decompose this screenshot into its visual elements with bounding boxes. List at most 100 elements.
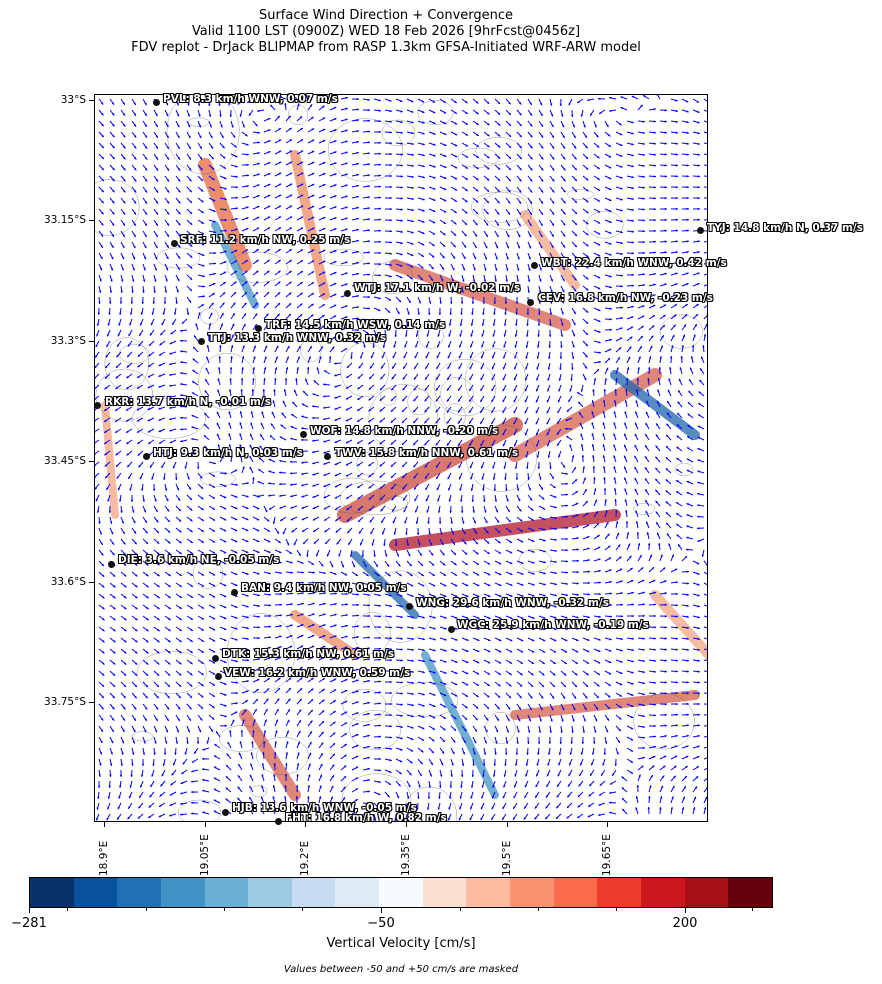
colorbar-segment [248,878,292,907]
station-label-cev[interactable]: CEV: 16.8 km/h NW, -0.23 m/s [538,292,713,304]
colorbar-segment [73,878,118,907]
y-tick [89,100,94,101]
station-label-vew[interactable]: VEW: 16.2 km/h WNW, 0.59 m/s [224,667,411,679]
colorbar-tick [29,908,30,913]
colorbar-segment [291,878,336,907]
wind-vector-field [95,95,707,821]
x-tick [305,822,306,827]
station-label-wbt[interactable]: WBT: 22.4 km/h WNW, 0.42 m/s [541,257,727,269]
title-line-2: Valid 1100 LST (0900Z) WED 18 Feb 2026 [… [191,24,581,39]
x-label-19-65e: 19.65°E [601,834,613,876]
colorbar-segment [640,878,685,907]
colorbar-minor-tick [752,908,753,911]
station-label-fht[interactable]: FHT: 16.8 km/h W, 0.82 m/s [285,812,447,824]
station-dot[interactable] [231,589,238,596]
colorbar-segment [466,878,511,907]
title-line-1: Surface Wind Direction + Convergence [258,8,514,23]
station-dot[interactable] [198,338,205,345]
y-label-33-15s: 33.15°S [44,214,86,226]
station-label-wgc[interactable]: WGC: 25.9 km/h WNW, -0.19 m/s [457,619,649,631]
station-label-pvl[interactable]: PVL: 8.3 km/h WNW, 0.07 m/s [163,93,338,105]
colorbar-segment [684,878,729,907]
colorbar [29,877,773,908]
colorbar-segment [510,878,554,907]
colorbar-title: Vertical Velocity [cm/s] [326,936,476,951]
x-tick [607,822,608,827]
x-tick [406,822,407,827]
colorbar-minor-tick [302,908,303,911]
station-label-ban[interactable]: BAN: 9.4 km/h NW, 0.05 m/s [241,582,407,594]
station-dot[interactable] [215,673,222,680]
y-label-33-75s: 33.75°S [44,696,86,708]
colorbar-minor-tick [146,908,147,911]
x-label-19-35e: 19.35°E [400,834,412,876]
colorbar-segment [160,878,205,907]
station-label-trf[interactable]: TRF: 14.5 km/h WSW, 0.14 m/s [265,319,446,331]
x-tick [104,822,105,827]
colorbar-minor-tick [67,908,68,911]
station-label-hjb[interactable]: HJB: 13.6 km/h WNW, -0.05 m/s [232,802,417,814]
station-dot[interactable] [275,818,282,825]
mask-note: Values between -50 and +50 cm/s are mask… [283,964,519,975]
station-dot[interactable] [324,453,331,460]
station-label-tyj[interactable]: TYJ: 14.8 km/h N, 0.37 m/s [707,222,863,234]
station-dot[interactable] [527,299,534,306]
colorbar-max-label: 200 [672,916,698,931]
y-tick [89,582,94,583]
station-label-wof[interactable]: WOF: 14.8 km/h NNW, -0.20 m/s [310,425,499,437]
station-label-htj[interactable]: HTJ: 9.3 km/h N, 0.03 m/s [153,447,303,459]
y-label-33-45s: 33.45°S [44,455,86,467]
colorbar-minor-tick [224,908,225,911]
station-dot[interactable] [143,453,150,460]
station-label-rkr[interactable]: RKR: 13.7 km/h N, -0.01 m/s [105,396,271,408]
y-tick [89,220,94,221]
station-dot[interactable] [171,240,178,247]
station-dot[interactable] [108,561,115,568]
station-dot[interactable] [94,402,101,409]
colorbar-minor-tick [538,908,539,911]
station-dot[interactable] [153,99,160,106]
x-label-19-05e: 19.05°E [199,834,211,876]
station-label-twv[interactable]: TWV: 15.8 km/h NNW, 0.61 m/s [335,447,519,459]
station-dot[interactable] [697,227,704,234]
station-dot[interactable] [212,655,219,662]
station-dot[interactable] [406,603,413,610]
x-label-19-5e: 19.5°E [501,840,513,876]
colorbar-segment [379,878,423,907]
station-label-srf[interactable]: SRF: 11.2 km/h NW, 0.25 m/s [180,234,351,246]
x-label-18-9e: 18.9°E [98,840,110,876]
wind-map[interactable] [94,94,708,822]
station-dot[interactable] [222,809,229,816]
colorbar-mid-label: −50 [367,916,395,931]
y-label-33s: 33°S [60,94,86,106]
station-dot[interactable] [344,290,351,297]
y-label-33-6s: 33.6°S [50,576,86,588]
colorbar-tick [381,908,382,913]
colorbar-segment [728,878,772,907]
y-tick [89,702,94,703]
colorbar-minor-tick [460,908,461,911]
colorbar-segment [553,878,598,907]
x-tick [507,822,508,827]
colorbar-segment [597,878,641,907]
title-line-3: FDV replot - DrJack BLIPMAP from RASP 1.… [131,40,641,55]
colorbar-min-label: −281 [11,916,47,931]
y-label-33-3s: 33.3°S [50,335,86,347]
station-label-dtk[interactable]: DTK: 15.3 km/h NW, 0.61 m/s [222,648,395,660]
station-label-wtj[interactable]: WTJ: 17.1 km/h W, -0.02 m/s [354,282,521,294]
station-label-die[interactable]: DIE: 3.6 km/h NE, -0.05 m/s [118,554,280,566]
colorbar-minor-tick [616,908,617,911]
colorbar-segment [422,878,467,907]
station-label-wng[interactable]: WNG: 29.6 km/h WNW, -0.32 m/s [416,597,609,609]
station-dot[interactable] [448,626,455,633]
plot-title: Surface Wind Direction + Convergence Val… [0,8,772,56]
convergence-shading [101,150,707,801]
terrain-contours [95,95,703,821]
colorbar-segment [30,878,74,907]
x-label-19-2e: 19.2°E [299,840,311,876]
y-tick [89,461,94,462]
station-dot[interactable] [255,325,262,332]
station-label-ttj[interactable]: TTJ: 13.3 km/h WNW, 0.32 m/s [208,332,387,344]
station-dot[interactable] [531,262,538,269]
station-dot[interactable] [300,431,307,438]
